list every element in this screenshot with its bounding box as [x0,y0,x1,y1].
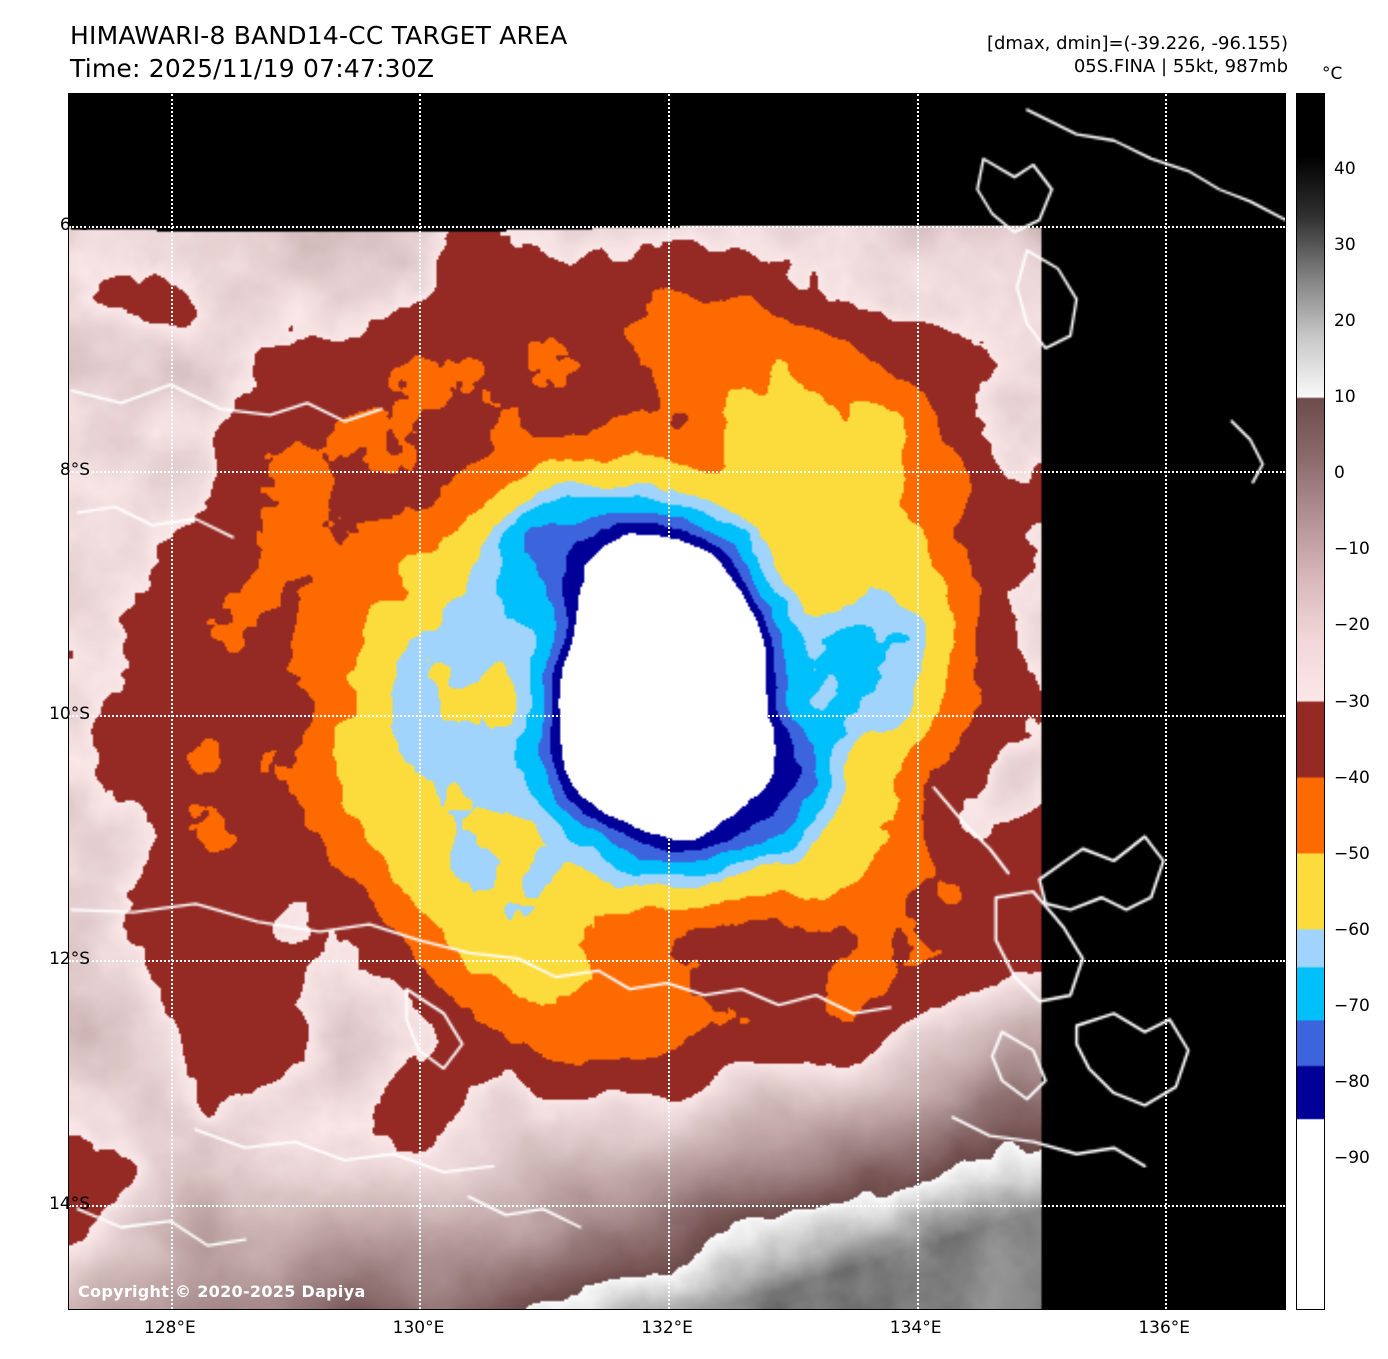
colorbar-tick: −80 [1334,1071,1370,1092]
colorbar-unit-label: °C [1322,64,1343,84]
colorbar-tick: 40 [1334,159,1356,180]
copyright-label: Copyright © 2020-2025 Dapiya [78,1282,366,1301]
title-block: HIMAWARI-8 BAND14-CC TARGET AREA Time: 2… [70,20,567,85]
lat-tick-label: 14°S [49,1193,90,1214]
colorbar-tick: −50 [1334,843,1370,864]
colorbar [1296,93,1325,1310]
annotation-block: [dmax, dmin]=(-39.226, -96.155) 05S.FINA… [987,32,1288,79]
lat-tick-label: 10°S [49,704,90,725]
colorbar-tick: 10 [1334,387,1356,408]
colorbar-tick: −70 [1334,995,1370,1016]
colorbar-tick: −30 [1334,691,1370,712]
colorbar-tick: −60 [1334,919,1370,940]
colorbar-tick: 20 [1334,311,1356,332]
colorbar-tick: −10 [1334,539,1370,560]
satellite-image [69,94,1285,1309]
lon-tick-label: 134°E [889,1318,942,1338]
colorbar-tick: −90 [1334,1147,1370,1168]
lon-tick-label: 136°E [1138,1318,1191,1338]
lat-tick-label: 8°S [59,459,90,480]
storm-info-label: 05S.FINA | 55kt, 987mb [1073,56,1288,78]
lon-tick-label: 128°E [144,1318,196,1338]
colorbar-tick: −40 [1334,767,1370,788]
timestamp-label: Time: 2025/11/19 07:47:30Z [70,53,435,83]
lat-tick-label: 12°S [49,948,90,969]
page-title: HIMAWARI-8 BAND14-CC TARGET AREA [70,21,568,50]
colorbar-gradient [1297,94,1324,1309]
map-panel [68,93,1286,1310]
lat-tick-label: 6°S [59,215,90,236]
colorbar-tick: 0 [1334,463,1345,484]
data-minmax-label: [dmax, dmin]=(-39.226, -96.155) [986,33,1288,54]
colorbar-tick: −20 [1334,615,1370,636]
colorbar-tick: 30 [1334,235,1356,256]
lon-tick-label: 130°E [392,1318,445,1338]
lon-tick-label: 132°E [641,1318,693,1338]
